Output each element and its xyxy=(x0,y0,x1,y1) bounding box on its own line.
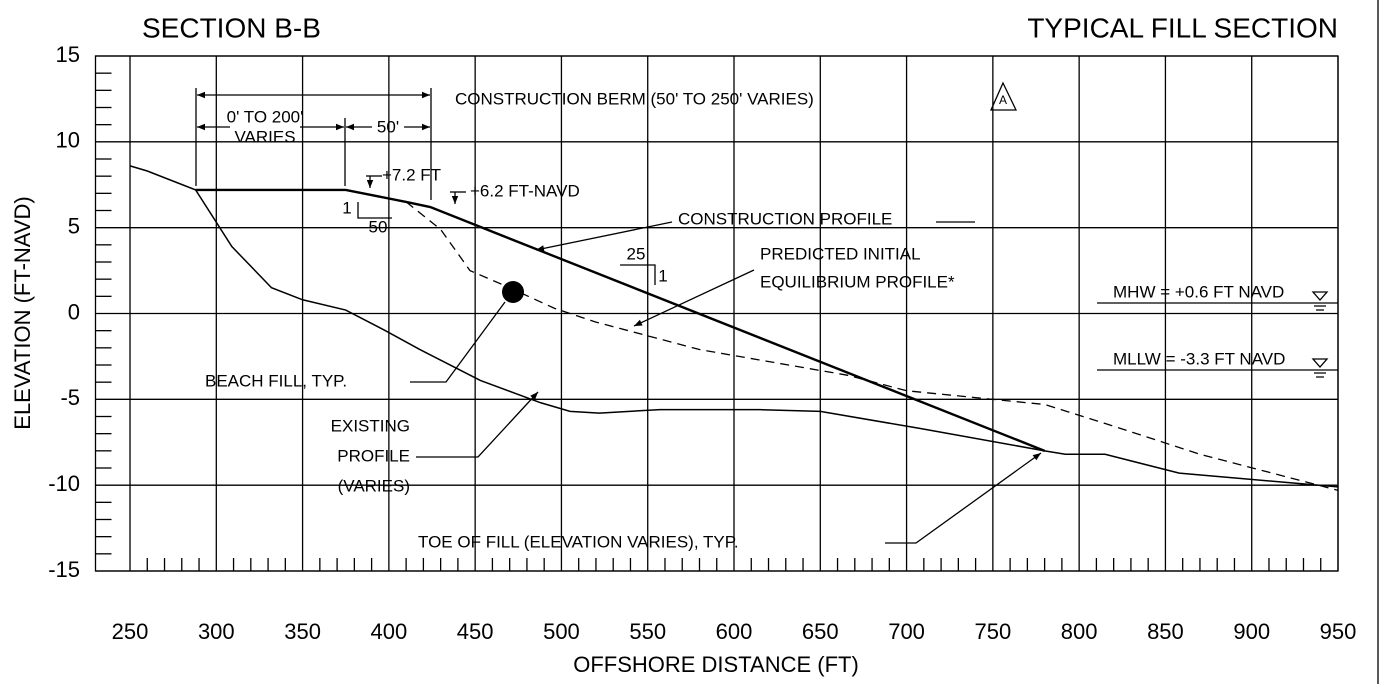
y-tick-label: 10 xyxy=(56,128,80,153)
slope-symbol xyxy=(357,202,392,219)
revision-triangle xyxy=(989,81,1018,111)
annotation: A xyxy=(999,93,1007,107)
x-tick-label: 350 xyxy=(284,619,321,644)
y-axis-label: ELEVATION (FT-NAVD) xyxy=(10,196,35,429)
y-tick-label: 0 xyxy=(68,299,80,324)
x-tick-label: 500 xyxy=(543,619,580,644)
annotation: 1 xyxy=(342,198,351,217)
y-tick-label: -5 xyxy=(60,385,80,410)
leader-line xyxy=(416,391,539,458)
x-tick-label: 800 xyxy=(1061,619,1098,644)
annotation: TOE OF FILL (ELEVATION VARIES), TYP. xyxy=(418,532,739,551)
x-tick-label: 650 xyxy=(802,619,839,644)
leader-line xyxy=(885,452,1042,544)
y-tick-label: 5 xyxy=(68,213,80,238)
annotation: CONSTRUCTION BERM (50' TO 250' VARIES) xyxy=(455,89,814,108)
annotation: PROFILE xyxy=(337,446,410,465)
y-tick-label: 15 xyxy=(56,42,80,67)
annotation-layer: 0' TO 200' VARIES 50' CONSTRUCTION BERM … xyxy=(195,81,1338,551)
annotation: PREDICTED INITIAL xyxy=(760,244,921,263)
annotation: +6.2 FT-NAVD xyxy=(470,181,580,200)
x-tick-label: 700 xyxy=(888,619,925,644)
annotation: BEACH FILL, TYP. xyxy=(205,371,347,390)
profile-line xyxy=(129,165,1339,488)
leader-line xyxy=(535,221,673,252)
x-tick-label: 600 xyxy=(716,619,753,644)
x-tick-label: 750 xyxy=(975,619,1012,644)
annotation: MHW = +0.6 FT NAVD xyxy=(1113,282,1284,301)
annotation: 50 xyxy=(369,217,388,236)
x-tick-label: 400 xyxy=(371,619,408,644)
chart-subtitle: TYPICAL FILL SECTION xyxy=(1027,12,1338,43)
y-tick-label: -10 xyxy=(48,471,80,496)
x-tick-label: 450 xyxy=(457,619,494,644)
x-axis-label: OFFSHORE DISTANCE (FT) xyxy=(573,652,859,677)
x-tick-label: 900 xyxy=(1233,619,1270,644)
annotation: EQUILIBRIUM PROFILE* xyxy=(760,272,955,291)
leader-line xyxy=(633,269,755,327)
plot-area: -15 -10 -5 0 5 10 15 250 300 350 400 450 500 550 600 65… xyxy=(48,42,1356,644)
annotation: EXISTING xyxy=(331,416,410,435)
annotation: 0' TO 200' xyxy=(227,107,304,126)
x-tick-label: 250 xyxy=(112,619,149,644)
water-symbol xyxy=(1311,291,1329,311)
annotation: +7.2 FT xyxy=(382,165,441,184)
fill-marker xyxy=(502,281,524,303)
leader-line xyxy=(410,301,506,383)
water-symbol xyxy=(1311,358,1329,378)
x-tick-label: 300 xyxy=(198,619,235,644)
x-tick-label: 950 xyxy=(1320,619,1357,644)
annotation: 50' xyxy=(377,117,399,136)
annotation: VARIES xyxy=(234,127,295,146)
y-tick-label: -15 xyxy=(48,557,80,582)
annotation: (VARIES) xyxy=(338,476,410,495)
x-tick-label: 850 xyxy=(1147,619,1184,644)
annotation: MLLW = -3.3 FT NAVD xyxy=(1113,349,1285,368)
x-tick-label: 550 xyxy=(629,619,666,644)
profile-line xyxy=(405,201,1339,491)
slope-symbol xyxy=(620,264,656,285)
annotation: CONSTRUCTION PROFILE xyxy=(678,209,892,228)
annotation: 1 xyxy=(658,266,667,285)
annotation: 25 xyxy=(627,244,646,263)
chart-title: SECTION B-B xyxy=(142,12,321,43)
